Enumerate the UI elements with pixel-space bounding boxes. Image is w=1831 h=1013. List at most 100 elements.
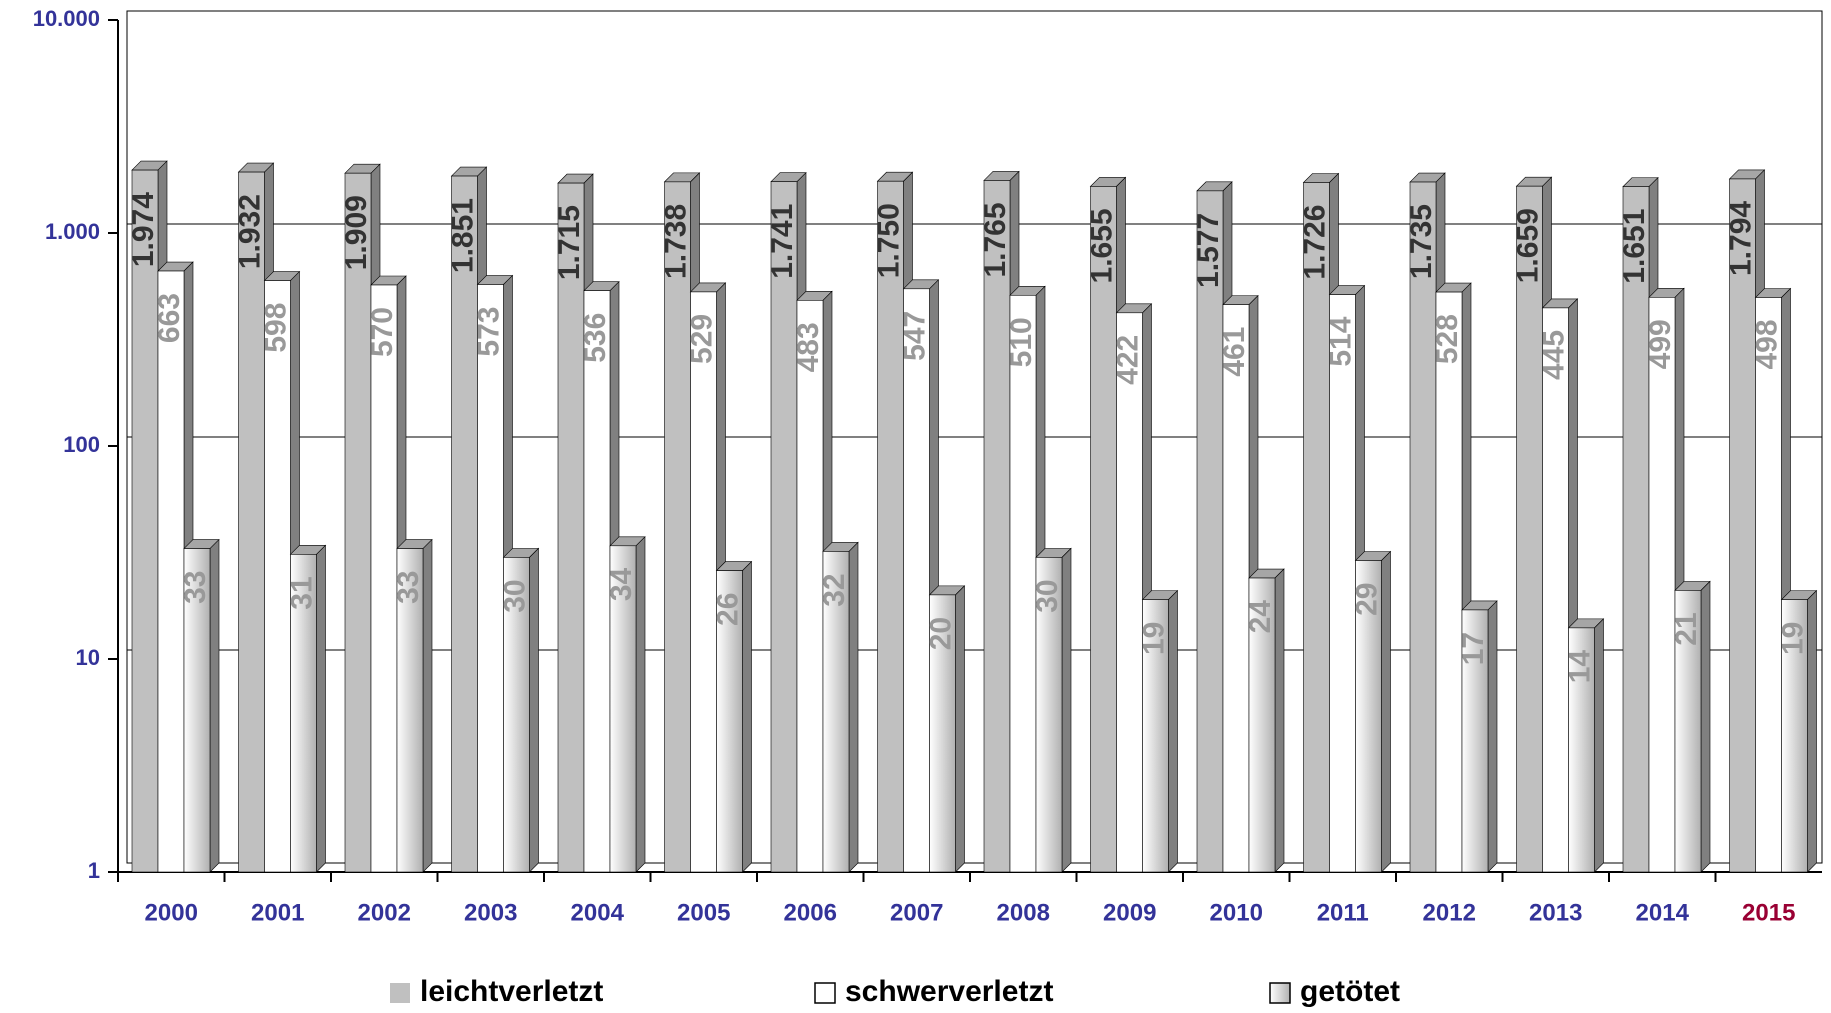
data-label: 32 bbox=[818, 573, 851, 606]
legend-label: getötet bbox=[1300, 975, 1400, 1008]
bar-front bbox=[1009, 294, 1037, 873]
bar-front bbox=[1461, 609, 1489, 873]
legend-label: leichtverletzt bbox=[420, 975, 603, 1008]
bar-front bbox=[1648, 297, 1676, 873]
bar bbox=[1035, 547, 1072, 873]
bar-front bbox=[903, 288, 930, 873]
data-label: 663 bbox=[153, 293, 186, 343]
bar-front bbox=[583, 290, 611, 873]
data-label: 547 bbox=[898, 311, 931, 361]
data-label: 1.651 bbox=[1618, 209, 1651, 284]
data-label: 422 bbox=[1111, 335, 1144, 385]
data-label: 598 bbox=[259, 303, 292, 353]
bar-front bbox=[796, 300, 824, 873]
data-label: 1.932 bbox=[233, 194, 266, 269]
bar-front bbox=[770, 181, 798, 873]
data-label: 528 bbox=[1431, 314, 1464, 364]
x-tick-label: 2001 bbox=[251, 899, 304, 926]
bar-front bbox=[877, 180, 904, 873]
x-tick-label: 2013 bbox=[1529, 899, 1582, 926]
x-tick-label: 2002 bbox=[358, 899, 411, 926]
y-tick-label: 10 bbox=[76, 645, 100, 670]
data-label: 24 bbox=[1244, 600, 1277, 634]
data-label: 14 bbox=[1563, 650, 1596, 684]
bar-front bbox=[690, 291, 717, 873]
data-label: 1.735 bbox=[1405, 204, 1438, 279]
bar-front bbox=[929, 594, 956, 873]
data-label: 1.659 bbox=[1511, 208, 1544, 283]
bar-front bbox=[344, 172, 372, 873]
bar-front bbox=[183, 548, 211, 873]
bar-front bbox=[477, 284, 504, 873]
data-label: 1.909 bbox=[340, 195, 373, 270]
bar-front bbox=[1142, 599, 1169, 873]
data-label: 1.974 bbox=[127, 192, 160, 267]
bar-front bbox=[1222, 304, 1250, 873]
bar bbox=[1567, 618, 1605, 873]
bar-front bbox=[503, 557, 530, 873]
data-label: 1.750 bbox=[872, 203, 905, 278]
x-tick-label: 2011 bbox=[1317, 899, 1369, 926]
bar-front bbox=[1622, 186, 1650, 873]
bar-front bbox=[609, 545, 637, 873]
y-tick-label: 1 bbox=[88, 858, 100, 883]
x-tick-label: 2000 bbox=[145, 899, 198, 926]
data-label: 26 bbox=[711, 593, 744, 626]
data-label: 33 bbox=[179, 571, 212, 604]
x-tick-label: 2009 bbox=[1103, 899, 1156, 926]
data-label: 1.715 bbox=[553, 205, 586, 280]
bar-front bbox=[290, 554, 317, 873]
bar-front bbox=[983, 180, 1011, 873]
data-label: 1.655 bbox=[1085, 208, 1118, 283]
data-label: 1.726 bbox=[1298, 205, 1331, 280]
x-tick-label: 2015 bbox=[1742, 899, 1795, 926]
bar-front bbox=[451, 175, 478, 873]
data-label: 499 bbox=[1644, 319, 1677, 369]
bar bbox=[1780, 589, 1818, 873]
bar-front bbox=[264, 280, 291, 873]
x-tick-label: 2014 bbox=[1636, 899, 1690, 926]
data-label: 1.577 bbox=[1192, 213, 1225, 288]
bar-front bbox=[1542, 307, 1569, 873]
data-label: 1.765 bbox=[979, 202, 1012, 277]
x-tick-label: 2010 bbox=[1210, 899, 1263, 926]
bar bbox=[1141, 589, 1179, 873]
bar-front bbox=[1409, 181, 1437, 873]
data-label: 445 bbox=[1537, 330, 1570, 380]
bar bbox=[396, 538, 433, 873]
x-tick-label: 2012 bbox=[1423, 899, 1476, 926]
data-label: 498 bbox=[1750, 319, 1783, 369]
legend-label: schwerverletzt bbox=[845, 975, 1053, 1008]
bar-front bbox=[716, 570, 743, 873]
bar bbox=[822, 541, 859, 873]
bar-front bbox=[1248, 577, 1276, 873]
bar bbox=[928, 585, 966, 873]
bar-front bbox=[822, 551, 850, 873]
bar bbox=[1461, 600, 1498, 873]
bar-front bbox=[664, 181, 691, 873]
data-label: 34 bbox=[605, 567, 638, 601]
bar bbox=[902, 279, 940, 873]
data-label: 33 bbox=[392, 571, 425, 604]
data-label: 573 bbox=[472, 307, 505, 357]
x-tick-label: 2005 bbox=[677, 899, 730, 926]
bar-front bbox=[1196, 190, 1224, 873]
x-tick-label: 2008 bbox=[997, 899, 1050, 926]
bar-front bbox=[557, 182, 585, 873]
data-label: 31 bbox=[285, 576, 318, 609]
data-label: 536 bbox=[579, 313, 612, 363]
bar-front bbox=[1516, 185, 1543, 873]
bar bbox=[1674, 580, 1711, 873]
bar-front bbox=[1435, 291, 1463, 873]
bar-front bbox=[1755, 297, 1782, 873]
data-label: 17 bbox=[1457, 632, 1490, 665]
bar-front bbox=[1035, 557, 1063, 873]
data-label: 19 bbox=[1776, 622, 1809, 655]
bar bbox=[502, 547, 540, 873]
bar-front bbox=[131, 169, 159, 873]
bar-front bbox=[396, 548, 424, 873]
bar bbox=[289, 544, 327, 873]
bar-front bbox=[157, 270, 185, 873]
data-label: 1.794 bbox=[1724, 201, 1757, 276]
